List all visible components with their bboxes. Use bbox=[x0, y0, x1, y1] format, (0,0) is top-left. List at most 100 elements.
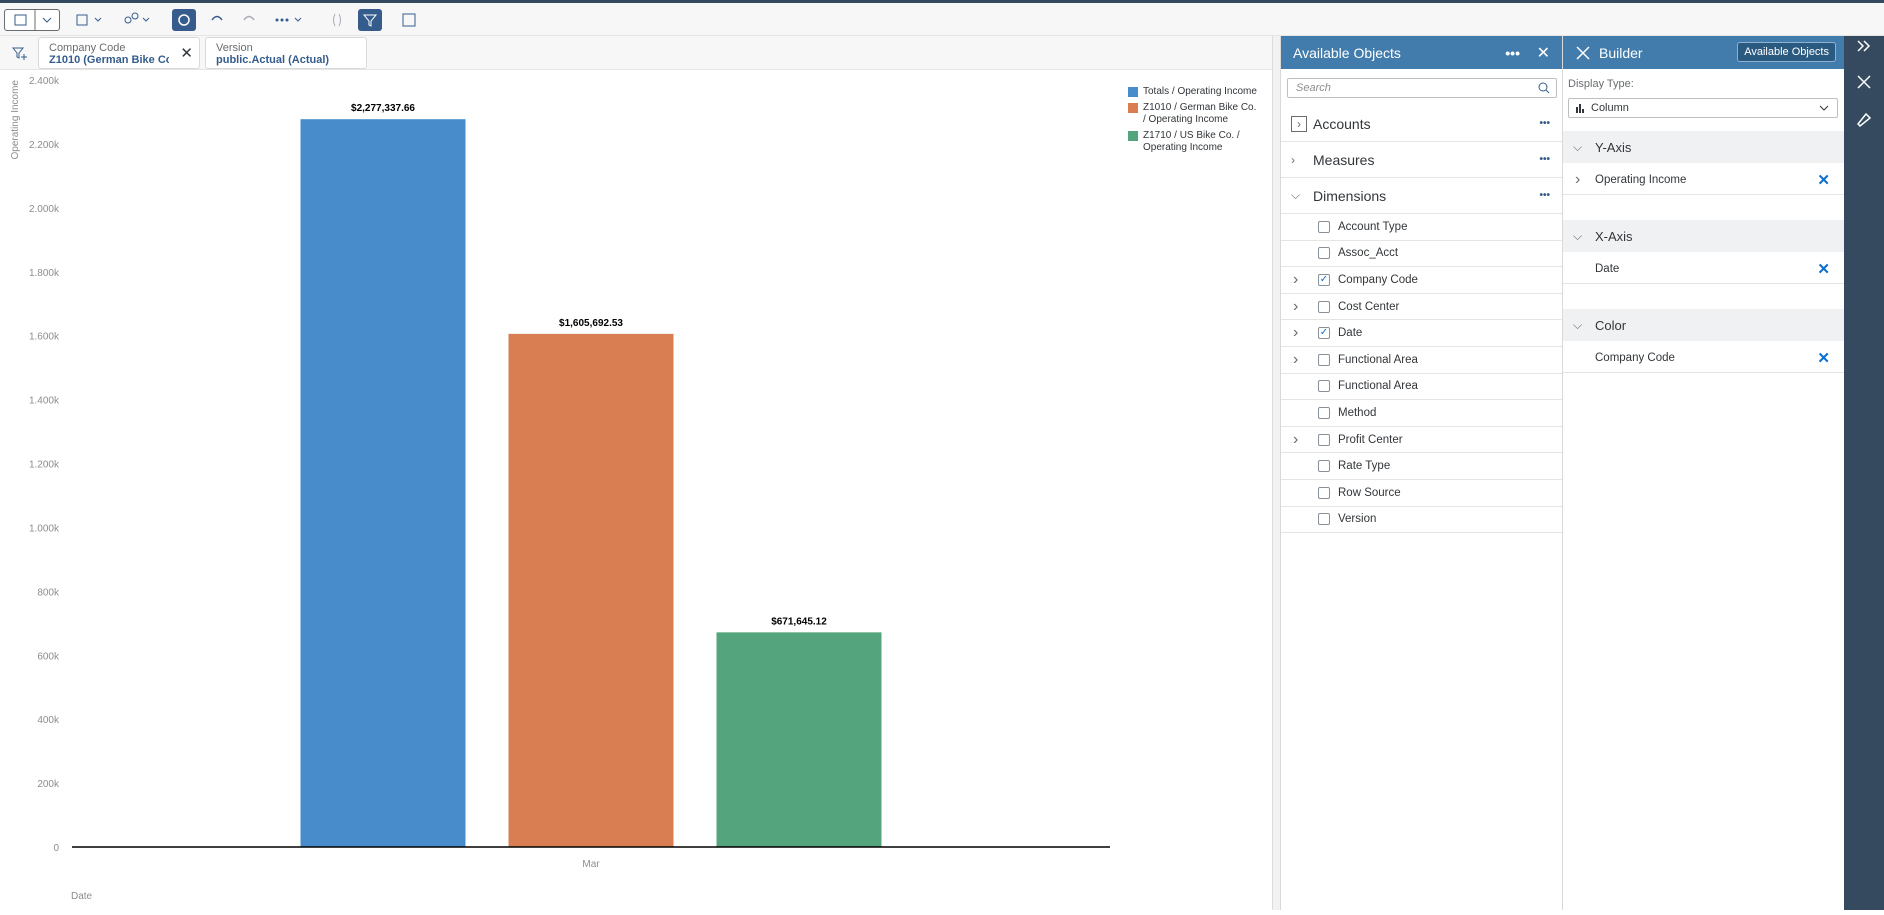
undo-button[interactable] bbox=[206, 9, 228, 31]
legend-item: Totals / Operating Income bbox=[1128, 86, 1258, 98]
object-group[interactable]: ⌵ Dimensions ••• bbox=[1281, 178, 1562, 214]
section-header: ⌵ Color bbox=[1563, 309, 1844, 341]
object-group[interactable]: › Measures ••• bbox=[1281, 142, 1562, 178]
object-item: › ✓ Date bbox=[1281, 320, 1562, 347]
refresh-button[interactable] bbox=[172, 9, 196, 31]
item-name: Company Code bbox=[1595, 351, 1675, 364]
checkbox[interactable] bbox=[1318, 513, 1330, 526]
remove-icon[interactable]: ✕ bbox=[1817, 349, 1830, 367]
section-item: Company Code ✕ bbox=[1563, 343, 1844, 373]
filter-button[interactable] bbox=[358, 9, 382, 31]
more-icon: ••• bbox=[1539, 190, 1550, 201]
expand-icon: › bbox=[1293, 297, 1299, 315]
checkbox[interactable] bbox=[1318, 486, 1330, 499]
legend: Totals / Operating Income Z1010 / German … bbox=[1128, 86, 1258, 158]
remove-filter[interactable]: ✕ bbox=[180, 45, 193, 62]
search-icon bbox=[1538, 82, 1550, 94]
y-tick-label: 2.200k bbox=[29, 140, 60, 151]
object-item: › Profit Center bbox=[1281, 427, 1562, 454]
bar bbox=[300, 119, 466, 848]
item-name: Functional Area bbox=[1338, 353, 1418, 366]
section-header: ⌵ X-Axis bbox=[1563, 220, 1844, 252]
section-header: ⌵ Y-Axis bbox=[1563, 131, 1844, 163]
legend-label: Z1710 / US Bike Co. / Operating Income bbox=[1143, 130, 1240, 153]
checkbox[interactable] bbox=[1318, 353, 1330, 366]
filter-icon bbox=[362, 14, 378, 27]
object-item: Functional Area bbox=[1281, 374, 1562, 401]
available-objects-panel: Available Objects ••• ✕ Search › Accounts… bbox=[1280, 36, 1562, 910]
group-name: Accounts bbox=[1313, 115, 1371, 132]
section-item: Date ✕ bbox=[1563, 254, 1844, 284]
splitter[interactable] bbox=[1272, 36, 1280, 910]
filter-chip[interactable]: Version public.Actual (Actual) bbox=[205, 37, 367, 69]
fullscreen-button[interactable] bbox=[398, 9, 420, 31]
remove-icon[interactable]: ✕ bbox=[1817, 171, 1830, 189]
checkbox[interactable] bbox=[1318, 300, 1330, 313]
checkbox[interactable] bbox=[1318, 433, 1330, 446]
export-button[interactable] bbox=[74, 9, 106, 31]
dropdown-icon bbox=[1819, 105, 1829, 111]
add-filter-icon[interactable] bbox=[12, 45, 28, 61]
chart: 0 200k 400k 600k 800k 1.000k 1.200k 1.400k 1.600… bbox=[10, 76, 1110, 902]
top-border bbox=[0, 0, 1884, 3]
collapse-icon: ⌵ bbox=[1291, 188, 1301, 202]
panel-header: Builder Available Objects bbox=[1563, 36, 1844, 69]
filter-value: Z1010 (German Bike Co.... bbox=[49, 54, 169, 66]
share-button[interactable] bbox=[122, 9, 154, 31]
undo-icon bbox=[211, 15, 223, 21]
collapse-icon[interactable] bbox=[1857, 40, 1871, 52]
y-tick-label: 2.400k bbox=[29, 76, 60, 87]
expand-icon: › bbox=[1293, 350, 1299, 368]
panel-title: Available Objects bbox=[1293, 44, 1401, 61]
styling-tab-icon[interactable] bbox=[1856, 112, 1872, 128]
object-item: Row Source bbox=[1281, 480, 1562, 507]
x-tick-label: Mar bbox=[582, 859, 600, 870]
search-placeholder: Search bbox=[1296, 82, 1331, 94]
available-objects-button[interactable]: Available Objects bbox=[1737, 42, 1836, 62]
legend-item: Z1010 / German Bike Co. / Operating Inco… bbox=[1128, 102, 1258, 126]
collapse-icon: ⌵ bbox=[1573, 228, 1583, 243]
item-name: Account Type bbox=[1338, 220, 1408, 233]
y-tick-label: 1.400k bbox=[29, 396, 60, 407]
value-label: $2,277,337.66 bbox=[351, 103, 415, 114]
close-icon[interactable]: ✕ bbox=[1536, 44, 1550, 62]
object-group[interactable]: › Accounts ••• bbox=[1281, 106, 1562, 142]
checkbox[interactable] bbox=[1318, 460, 1330, 473]
y-tick-label: 400k bbox=[37, 715, 60, 726]
checkbox[interactable] bbox=[1318, 380, 1330, 393]
bar bbox=[716, 632, 882, 847]
more-icon bbox=[275, 17, 302, 22]
checkbox[interactable] bbox=[1318, 406, 1330, 419]
y-tick-label: 1.800k bbox=[29, 268, 60, 279]
section-title: X-Axis bbox=[1595, 228, 1633, 244]
item-name: Date bbox=[1338, 327, 1363, 340]
redo-button[interactable] bbox=[238, 9, 260, 31]
item-name: Functional Area bbox=[1338, 380, 1418, 393]
checkbox[interactable]: ✓ bbox=[1318, 327, 1330, 340]
builder-tab-icon[interactable] bbox=[1857, 75, 1871, 89]
search-input[interactable]: Search bbox=[1287, 78, 1557, 98]
redo-icon bbox=[243, 15, 255, 21]
more-button[interactable] bbox=[272, 9, 306, 31]
save-button[interactable] bbox=[4, 9, 60, 31]
checkbox[interactable] bbox=[1318, 247, 1330, 260]
item-name: Profit Center bbox=[1338, 433, 1403, 446]
display-type-select[interactable]: Column bbox=[1568, 98, 1838, 118]
formula-button[interactable] bbox=[326, 9, 348, 31]
share-icon bbox=[124, 12, 150, 24]
legend-label: Z1010 / German Bike Co. / Operating Inco… bbox=[1143, 102, 1257, 125]
checkbox[interactable]: ✓ bbox=[1318, 273, 1330, 286]
object-item: Assoc_Acct bbox=[1281, 241, 1562, 268]
item-name: Date bbox=[1595, 262, 1620, 275]
checkbox[interactable] bbox=[1318, 220, 1330, 233]
remove-icon[interactable]: ✕ bbox=[1817, 260, 1830, 278]
item-name: Row Source bbox=[1338, 486, 1401, 499]
value-label: $1,605,692.53 bbox=[559, 318, 623, 329]
save-icon bbox=[14, 10, 52, 30]
legend-swatch bbox=[1128, 131, 1138, 141]
more-icon[interactable]: ••• bbox=[1505, 44, 1520, 61]
expand-icon: › bbox=[1293, 430, 1299, 448]
